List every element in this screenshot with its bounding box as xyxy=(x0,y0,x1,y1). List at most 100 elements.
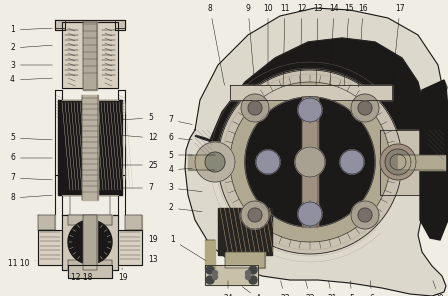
Polygon shape xyxy=(295,147,325,177)
Text: 13: 13 xyxy=(313,4,323,85)
Polygon shape xyxy=(55,20,125,30)
Text: 14: 14 xyxy=(329,4,339,85)
Polygon shape xyxy=(246,274,250,279)
Text: 6: 6 xyxy=(370,281,375,296)
Polygon shape xyxy=(249,276,257,284)
Polygon shape xyxy=(241,94,269,122)
Polygon shape xyxy=(38,230,62,265)
Polygon shape xyxy=(206,276,214,284)
Text: 12: 12 xyxy=(297,4,307,85)
Text: 10: 10 xyxy=(263,4,273,85)
Polygon shape xyxy=(256,150,280,174)
Polygon shape xyxy=(420,80,448,240)
Polygon shape xyxy=(218,208,272,255)
Text: 4: 4 xyxy=(242,287,260,296)
Polygon shape xyxy=(118,230,142,265)
Text: 1: 1 xyxy=(170,236,206,260)
Text: 4: 4 xyxy=(10,75,52,84)
Polygon shape xyxy=(248,208,262,222)
Polygon shape xyxy=(246,271,250,276)
Polygon shape xyxy=(380,144,416,180)
Text: 3: 3 xyxy=(10,60,52,70)
Text: 3: 3 xyxy=(168,184,202,192)
Text: 11 10: 11 10 xyxy=(8,258,35,268)
Text: 24: 24 xyxy=(223,281,233,296)
Polygon shape xyxy=(212,271,217,276)
Polygon shape xyxy=(358,101,372,115)
Polygon shape xyxy=(205,240,215,268)
Polygon shape xyxy=(248,101,262,115)
Text: 5: 5 xyxy=(121,113,153,123)
Text: 11: 11 xyxy=(280,4,290,85)
Text: 20: 20 xyxy=(433,281,444,296)
Text: 9: 9 xyxy=(246,4,255,85)
Text: 2: 2 xyxy=(10,44,52,52)
Polygon shape xyxy=(298,98,322,122)
Text: 19: 19 xyxy=(142,236,158,244)
Polygon shape xyxy=(302,97,318,227)
Polygon shape xyxy=(212,274,217,279)
Text: 21: 21 xyxy=(327,281,337,296)
Polygon shape xyxy=(230,85,392,100)
Polygon shape xyxy=(218,70,402,254)
Text: 4: 4 xyxy=(168,165,192,175)
Polygon shape xyxy=(62,215,118,270)
Polygon shape xyxy=(188,155,215,170)
Polygon shape xyxy=(390,154,406,170)
Text: 15: 15 xyxy=(344,4,354,85)
Polygon shape xyxy=(82,95,98,200)
Text: 22: 22 xyxy=(305,281,315,296)
Text: 19: 19 xyxy=(446,110,448,137)
Text: 13: 13 xyxy=(142,255,158,265)
Polygon shape xyxy=(68,265,112,278)
Text: 5: 5 xyxy=(168,150,192,160)
Polygon shape xyxy=(38,215,55,230)
Text: 7: 7 xyxy=(121,184,153,192)
Polygon shape xyxy=(340,150,364,174)
Polygon shape xyxy=(68,215,112,225)
Polygon shape xyxy=(205,152,225,172)
Polygon shape xyxy=(225,252,265,268)
Polygon shape xyxy=(62,22,118,88)
Polygon shape xyxy=(68,260,112,270)
Text: 7: 7 xyxy=(10,173,52,183)
Text: 12 18: 12 18 xyxy=(71,273,93,281)
Text: 6: 6 xyxy=(10,154,52,163)
Text: 5: 5 xyxy=(10,133,52,142)
Text: 25: 25 xyxy=(121,160,158,170)
Text: 16: 16 xyxy=(358,4,368,87)
Polygon shape xyxy=(351,94,379,122)
Polygon shape xyxy=(351,201,379,229)
Polygon shape xyxy=(245,97,375,227)
Text: 18: 18 xyxy=(441,67,448,107)
Text: 7: 7 xyxy=(168,115,192,125)
Text: 6: 6 xyxy=(168,133,192,142)
Polygon shape xyxy=(195,142,235,182)
Polygon shape xyxy=(298,202,322,226)
Polygon shape xyxy=(398,155,445,170)
Polygon shape xyxy=(358,208,372,222)
Text: 8: 8 xyxy=(10,194,52,202)
Polygon shape xyxy=(230,82,390,242)
Polygon shape xyxy=(195,38,425,222)
Polygon shape xyxy=(83,215,97,270)
Text: 1: 1 xyxy=(10,25,52,35)
Text: 8: 8 xyxy=(207,4,224,85)
Polygon shape xyxy=(58,100,122,195)
Polygon shape xyxy=(206,266,214,274)
Polygon shape xyxy=(115,20,125,28)
Text: 5: 5 xyxy=(349,281,354,296)
Polygon shape xyxy=(68,220,112,264)
Polygon shape xyxy=(380,130,422,195)
Polygon shape xyxy=(55,20,65,28)
Polygon shape xyxy=(185,8,446,296)
Polygon shape xyxy=(241,201,269,229)
Polygon shape xyxy=(83,22,97,90)
Polygon shape xyxy=(385,149,411,175)
Text: 2: 2 xyxy=(168,204,202,213)
Text: 17: 17 xyxy=(392,4,405,85)
Polygon shape xyxy=(205,265,258,285)
Text: 19: 19 xyxy=(118,268,128,281)
Polygon shape xyxy=(125,215,142,230)
Text: 12: 12 xyxy=(121,133,158,142)
